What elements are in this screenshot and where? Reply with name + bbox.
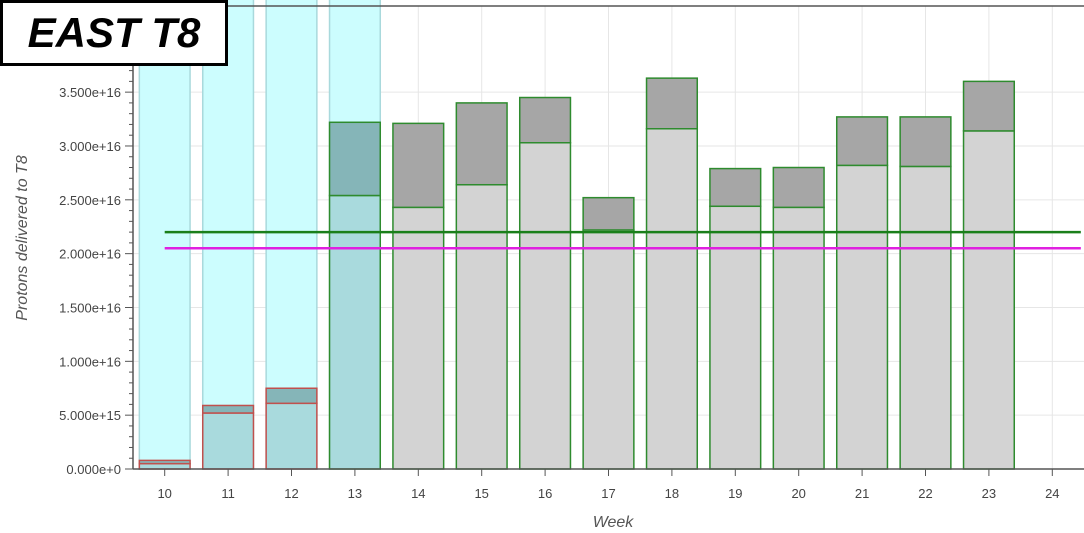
chart-title: EAST T8 — [28, 9, 201, 57]
x-tick-label: 12 — [284, 486, 298, 501]
bar-lower — [266, 403, 317, 469]
y-tick-label: 1.500e+16 — [59, 300, 121, 315]
x-tick-label: 11 — [221, 486, 235, 501]
x-tick-label: 20 — [791, 486, 805, 501]
bar-upper — [520, 98, 571, 143]
bar-lower — [203, 413, 254, 469]
bar-lower — [456, 185, 507, 469]
bar-upper — [647, 78, 698, 129]
bar-upper — [266, 388, 317, 403]
y-tick-label: 2.000e+16 — [59, 247, 121, 262]
bar-potential — [203, 0, 254, 469]
bar-upper — [710, 169, 761, 207]
x-tick-label: 23 — [982, 486, 996, 501]
chart-title-box: EAST T8 — [0, 0, 228, 66]
bar-upper — [773, 168, 824, 208]
bar-lower — [710, 206, 761, 469]
y-tick-label: 3.000e+16 — [59, 139, 121, 154]
y-tick-label: 3.500e+16 — [59, 85, 121, 100]
x-tick-label: 18 — [665, 486, 679, 501]
bar-upper — [330, 122, 381, 195]
bar-lower — [139, 464, 190, 469]
y-axis-label: Protons delivered to T8 — [14, 155, 31, 321]
y-tick-label: 1.000e+16 — [59, 354, 121, 369]
x-axis-label: Week — [593, 514, 635, 531]
bar-potential — [139, 0, 190, 469]
bar-upper — [964, 81, 1015, 131]
x-tick-label: 14 — [411, 486, 425, 501]
bar-lower — [964, 131, 1015, 469]
x-tick-label: 17 — [601, 486, 615, 501]
x-tick-label: 22 — [918, 486, 932, 501]
bar-lower — [393, 207, 444, 469]
y-tick-label: 2.500e+16 — [59, 193, 121, 208]
bar-upper — [456, 103, 507, 185]
x-tick-label: 19 — [728, 486, 742, 501]
x-tick-label: 21 — [855, 486, 869, 501]
bar-lower — [330, 196, 381, 469]
bar-upper — [393, 123, 444, 207]
x-tick-label: 15 — [474, 486, 488, 501]
bar-lower — [520, 143, 571, 469]
y-tick-label: 5.000e+15 — [59, 408, 121, 423]
bar-lower — [773, 207, 824, 469]
bar-lower — [900, 166, 951, 469]
bar-upper — [900, 117, 951, 167]
bar-lower — [837, 165, 888, 469]
x-tick-label: 13 — [348, 486, 362, 501]
y-tick-label: 0.000e+0 — [66, 462, 121, 477]
bar-lower — [647, 129, 698, 469]
bars-layer — [139, 0, 1014, 469]
bar-lower — [583, 230, 634, 469]
x-tick-label: 16 — [538, 486, 552, 501]
x-tick-label: 24 — [1045, 486, 1059, 501]
bar-upper — [203, 405, 254, 413]
bar-upper — [139, 460, 190, 463]
x-tick-label: 10 — [157, 486, 171, 501]
bar-upper — [583, 198, 634, 230]
bar-upper — [837, 117, 888, 165]
